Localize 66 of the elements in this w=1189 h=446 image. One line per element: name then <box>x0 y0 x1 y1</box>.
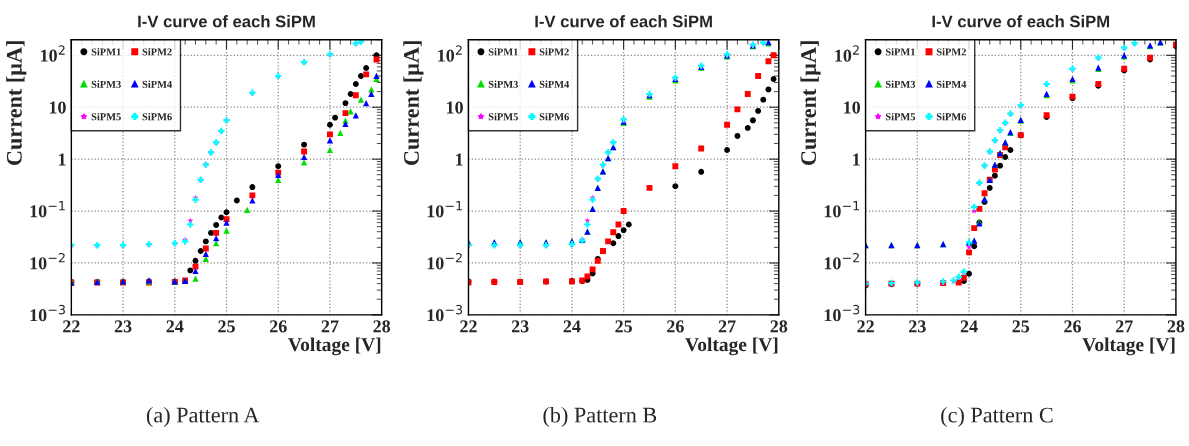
y-axis-title: Current [μA] <box>800 41 821 165</box>
y-tick-label: 10$^{−1}$ <box>427 201 462 218</box>
y-tick-label: 10$^{2}$ <box>41 45 65 62</box>
y-tick-label: 1 <box>58 153 66 166</box>
legend-label: SiPM5 <box>91 112 121 121</box>
legend-label: SiPM1 <box>488 48 518 56</box>
x-tick-label: 25 <box>1012 320 1030 333</box>
x-tick-label: 26 <box>1064 320 1081 333</box>
y-tick-label: 10$^{−2}$ <box>427 252 462 270</box>
x-tick-label: 24 <box>563 320 581 333</box>
x-tick-label: 27 <box>1115 320 1133 333</box>
legend-label: SiPM3 <box>91 80 121 88</box>
legend-label: SiPM2 <box>539 48 569 56</box>
y-tick-label: 10$^{2}$ <box>438 45 462 62</box>
x-tick-label: 27 <box>321 320 339 333</box>
x-tick-label: 23 <box>511 320 529 333</box>
y-tick-label: 10$^{−2}$ <box>824 252 859 270</box>
legend-label: SiPM6 <box>539 112 569 121</box>
legend-label: SiPM5 <box>885 112 916 121</box>
x-tick-label: 23 <box>909 320 926 333</box>
legend-label: SiPM3 <box>885 80 916 88</box>
y-tick-label: 1 <box>456 153 463 166</box>
x-tick-label: 22 <box>460 320 477 333</box>
legend-label: SiPM4 <box>936 80 967 88</box>
y-tick-label: 10$^{−1}$ <box>30 201 65 218</box>
y-tick-label: 10 <box>844 101 861 114</box>
x-tick-label: 22 <box>63 320 80 333</box>
legend-label: SiPM2 <box>142 48 172 56</box>
legend-label: SiPM1 <box>91 48 121 56</box>
y-tick-label: 10$^{−2}$ <box>30 252 65 270</box>
legend-label: SiPM6 <box>142 112 172 121</box>
x-tick-label: 24 <box>960 320 978 333</box>
chart-title: I-V curve of each SiPM <box>535 15 712 28</box>
y-axis-title: Current [μA] <box>403 41 424 165</box>
legend-label: SiPM1 <box>885 48 915 56</box>
legend-label: SiPM3 <box>488 80 518 88</box>
chart-title: I-V curve of each SiPM <box>138 15 315 28</box>
x-tick-label: 28 <box>1167 320 1185 333</box>
x-tick-label: 26 <box>269 320 287 333</box>
y-axis-title: Current [μA] <box>6 41 27 165</box>
legend-label: SiPM4 <box>142 80 172 88</box>
y-tick-label: 10 <box>447 101 463 114</box>
y-tick-label: 10 <box>49 101 66 114</box>
text: (b) Pattern B <box>543 406 657 428</box>
x-tick-label: 25 <box>218 320 235 333</box>
legend-label: SiPM5 <box>488 112 518 121</box>
x-tick-label: 25 <box>615 320 632 333</box>
y-tick-label: 10$^{2}$ <box>835 45 859 62</box>
legend-label: SiPM2 <box>936 48 966 56</box>
text: (c) Pattern C <box>941 406 1053 428</box>
x-tick-label: 27 <box>718 320 736 333</box>
legend-label: SiPM6 <box>936 112 967 121</box>
x-axis-title: Voltage [V] <box>288 337 381 356</box>
y-tick-label: 10$^{−1}$ <box>824 201 860 218</box>
x-tick-label: 28 <box>770 320 788 333</box>
y-tick-label: 1 <box>853 153 860 166</box>
x-axis-title: Voltage [V] <box>685 337 778 356</box>
x-tick-label: 24 <box>166 320 184 333</box>
x-tick-label: 22 <box>857 320 874 333</box>
chart-title: I-V curve of each SiPM <box>932 15 1110 28</box>
x-axis-title: Voltage [V] <box>1082 337 1175 356</box>
x-tick-label: 23 <box>114 320 132 333</box>
text: (a) Pattern A <box>146 406 260 428</box>
x-tick-label: 26 <box>667 320 684 333</box>
legend-label: SiPM4 <box>539 80 570 88</box>
x-tick-label: 28 <box>373 320 391 333</box>
